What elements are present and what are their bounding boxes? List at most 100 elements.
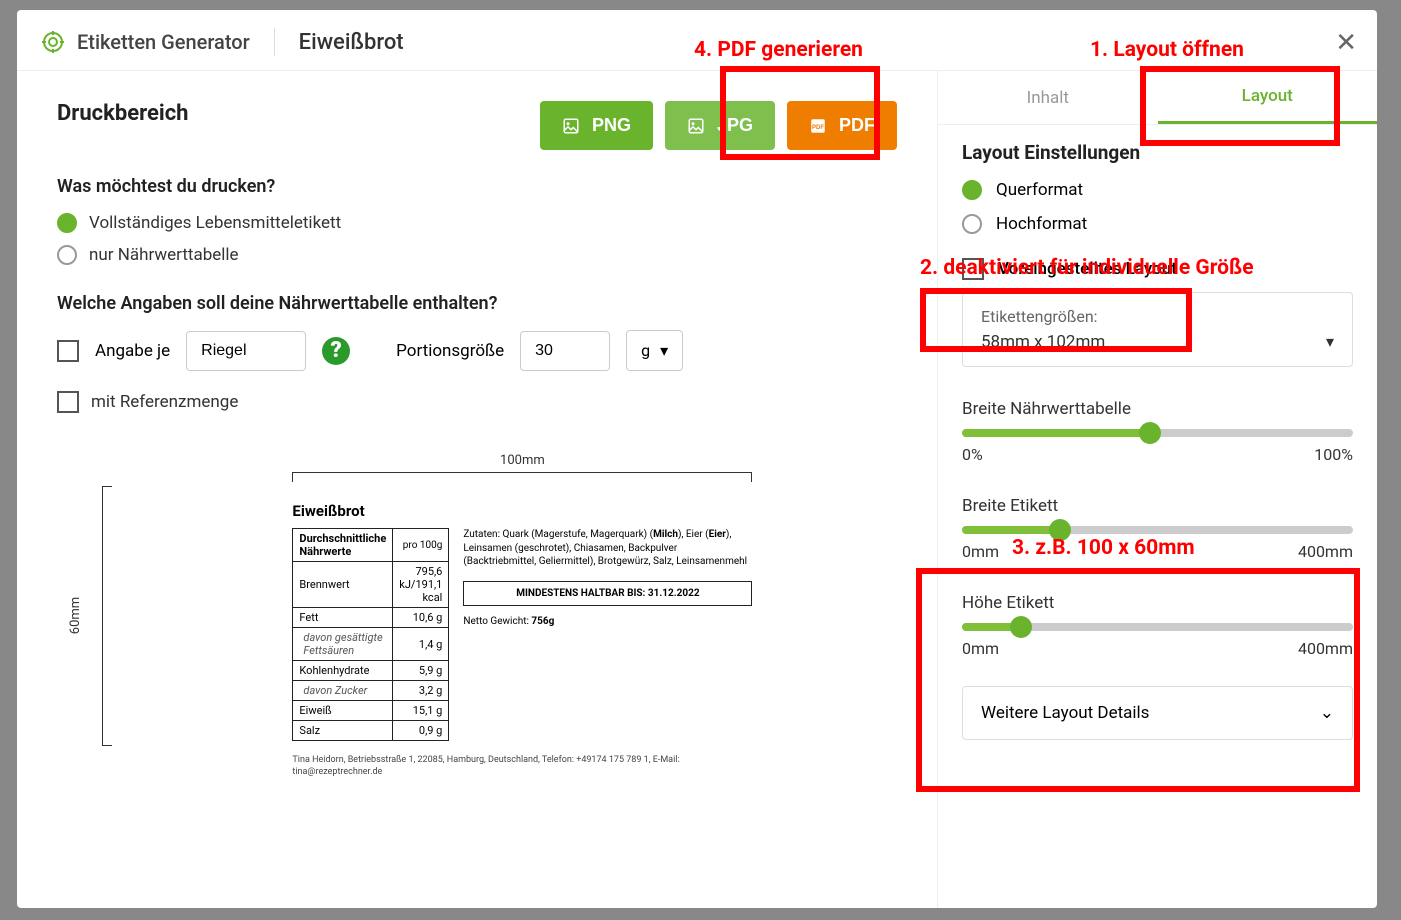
slider-block: Breite Etikett 0mm 400mm (962, 496, 1353, 561)
preset-size-label: Etikettengrößen: (981, 307, 1334, 326)
portrait-label: Hochformat (996, 214, 1087, 234)
ingredients-text: Zutaten: Quark (Magerstufe, Magerquark) … (463, 528, 752, 569)
nutri-row-value: 1,4 g (393, 628, 449, 661)
png-label: PNG (592, 115, 631, 136)
landscape-label: Querformat (996, 180, 1083, 200)
nutri-row-name: Brennwert (293, 562, 393, 608)
nutri-row-name: davon Zucker (293, 681, 393, 701)
nutri-header-right: pro 100g (393, 529, 449, 562)
checkbox-per[interactable] (57, 340, 79, 362)
recipe-title: Eiweißbrot (299, 30, 404, 55)
jpg-label: JPG (717, 115, 753, 136)
separator (274, 28, 275, 56)
width-dimension: 100mm (500, 453, 545, 468)
v-dimension-line (102, 486, 112, 746)
radio-icon (57, 245, 77, 265)
checkbox-preset-layout[interactable]: Voreingestelltes Layout (962, 258, 1353, 280)
nutri-row-name: davon gesättigte Fettsäuren (293, 628, 393, 661)
unit-select[interactable]: g ▾ (626, 330, 683, 371)
app-title: Etiketten Generator (77, 30, 250, 54)
best-before-box: MINDESTENS HALTBAR BIS: 31.12.2022 (463, 581, 752, 606)
radio-landscape[interactable]: Querformat (962, 180, 1353, 200)
slider-max: 400mm (1298, 542, 1353, 561)
chevron-down-icon: ⌄ (1320, 703, 1334, 723)
slider-label: Höhe Etikett (962, 593, 1353, 613)
slider-thumb[interactable] (1010, 616, 1032, 638)
slider-track[interactable] (962, 623, 1353, 631)
unit-value: g (641, 341, 650, 360)
slider-max: 400mm (1298, 639, 1353, 658)
help-icon[interactable]: ? (322, 337, 350, 365)
chevron-down-icon: ▾ (1326, 332, 1334, 351)
slider-min: 0mm (962, 639, 999, 658)
net-weight-label: Netto Gewicht: (463, 616, 531, 627)
radio-full-label[interactable]: Vollständiges Lebensmitteletikett (57, 213, 897, 233)
radio-nutri-only[interactable]: nur Nährwerttabelle (57, 245, 897, 265)
slider-label: Breite Etikett (962, 496, 1353, 516)
layout-settings-title: Layout Einstellungen (962, 141, 1353, 164)
nutri-row-value: 0,9 g (393, 721, 449, 741)
producer-info: Tina Heidorn, Betriebsstraße 1, 22085, H… (292, 755, 752, 778)
portion-label: Portionsgröße (396, 341, 504, 361)
radio-icon (962, 214, 982, 234)
slider-track[interactable] (962, 429, 1353, 437)
nutri-header-left: Durchschnittliche Nährwerte (293, 529, 393, 562)
slider-min: 0% (962, 445, 983, 464)
nutri-row-value: 3,2 g (393, 681, 449, 701)
nutri-row-value: 795,6 kJ/191,1 kcal (393, 562, 449, 608)
image-icon (687, 117, 705, 135)
accordion-more-details[interactable]: Weitere Layout Details ⌄ (962, 686, 1353, 740)
print-area-panel: Druckbereich PNG JPG PDF PDF Was möchtes… (17, 71, 937, 908)
preset-size-dropdown[interactable]: Etikettengrößen: 58mm x 102mm ▾ (962, 292, 1353, 367)
nutri-row-value: 10,6 g (393, 608, 449, 628)
slider-block: Breite Nährwerttabelle 0% 100% (962, 399, 1353, 464)
pdf-label: PDF (839, 115, 875, 136)
slider-label: Breite Nährwerttabelle (962, 399, 1353, 419)
h-dimension-line (292, 472, 752, 482)
nutri-row-value: 5,9 g (393, 661, 449, 681)
radio-portrait[interactable]: Hochformat (962, 214, 1353, 234)
label-preview-area: 60mm 100mm Eiweißbrot Durchschnittliche … (57, 453, 897, 778)
slider-track[interactable] (962, 526, 1353, 534)
preset-size-value: 58mm x 102mm (981, 332, 1334, 352)
pdf-icon: PDF (809, 117, 827, 135)
preview-product-name: Eiweißbrot (292, 502, 752, 520)
slider-thumb[interactable] (1139, 422, 1161, 444)
accordion-label: Weitere Layout Details (981, 703, 1149, 723)
export-pdf-button[interactable]: PDF PDF (787, 101, 897, 150)
close-icon[interactable]: ✕ (1335, 28, 1357, 58)
height-dimension: 60mm (68, 597, 83, 634)
image-icon (562, 117, 580, 135)
export-png-button[interactable]: PNG (540, 101, 653, 150)
ref-label: mit Referenzmenge (91, 392, 238, 412)
nutri-config-question: Welche Angaben soll deine Nährwerttabell… (57, 293, 897, 314)
per-label: Angabe je (95, 341, 170, 361)
checkbox-ref[interactable] (57, 391, 79, 413)
radio-nutri-text: nur Nährwerttabelle (89, 245, 239, 265)
per-input[interactable] (186, 331, 306, 371)
slider-fill (962, 429, 1150, 437)
radio-icon (57, 213, 77, 233)
tab-inhalt[interactable]: Inhalt (938, 71, 1158, 124)
svg-text:PDF: PDF (812, 125, 824, 131)
nutri-row-name: Fett (293, 608, 393, 628)
slider-min: 0mm (962, 542, 999, 561)
print-what-question: Was möchtest du drucken? (57, 176, 897, 197)
slider-fill (962, 526, 1060, 534)
label-icon (41, 30, 65, 54)
layout-sidebar: Inhalt Layout Layout Einstellungen Querf… (937, 71, 1377, 908)
checkbox-icon (962, 258, 984, 280)
portion-input[interactable] (520, 331, 610, 371)
tab-layout[interactable]: Layout (1158, 71, 1378, 124)
slider-thumb[interactable] (1049, 519, 1071, 541)
net-weight: Netto Gewicht: 756g (463, 616, 752, 627)
radio-icon (962, 180, 982, 200)
export-jpg-button[interactable]: JPG (665, 101, 775, 150)
nutri-row-value: 15,1 g (393, 701, 449, 721)
modal-header: Etiketten Generator Eiweißbrot ✕ (17, 10, 1377, 71)
nutri-row-name: Eiweiß (293, 701, 393, 721)
section-title: Druckbereich (57, 101, 528, 126)
net-weight-value: 756g (531, 616, 554, 627)
preset-checkbox-label: Voreingestelltes Layout (998, 259, 1177, 279)
slider-block: Höhe Etikett 0mm 400mm (962, 593, 1353, 658)
